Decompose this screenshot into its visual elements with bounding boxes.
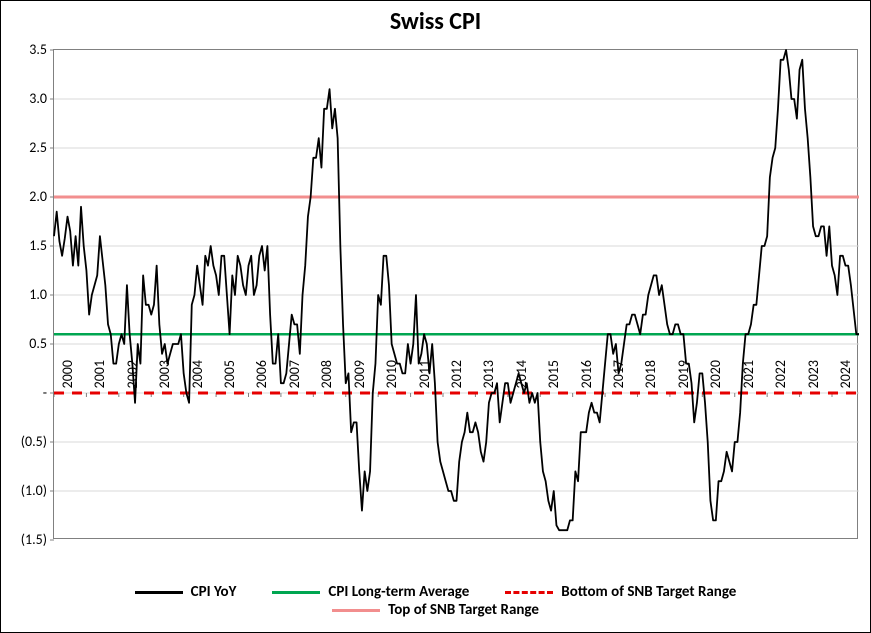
x-tick-label: 2010: [383, 360, 400, 400]
y-tick-label: (1.0): [1, 482, 47, 499]
x-tick-label: 2003: [156, 360, 173, 400]
y-tick-label: 2.5: [1, 139, 47, 156]
x-tick-label: 2020: [707, 360, 724, 400]
y-tick-label: 3.0: [1, 90, 47, 107]
x-tick-label: 2018: [642, 360, 659, 400]
x-tick-label: 2008: [318, 360, 335, 400]
x-tick-label: 2012: [448, 360, 465, 400]
legend-swatch: [135, 591, 183, 594]
legend-label: CPI Long-term Average: [328, 583, 469, 601]
x-tick-label: 2004: [189, 360, 206, 400]
legend-item-top-target: Top of SNB Target Range: [332, 601, 539, 619]
y-tick-label: 0.5: [1, 335, 47, 352]
legend-swatch: [505, 591, 553, 594]
legend: CPI YoY CPI Long-term Average Bottom of SN…: [1, 583, 870, 619]
x-tick-label: 2021: [740, 360, 757, 400]
x-tick-label: 2024: [837, 360, 854, 400]
legend-item-long-term-avg: CPI Long-term Average: [272, 583, 469, 601]
legend-item-cpi-yoy: CPI YoY: [135, 583, 237, 601]
chart-title: Swiss CPI: [1, 7, 870, 36]
x-tick-label: 2007: [286, 360, 303, 400]
chart-svg: [54, 50, 859, 540]
x-tick-label: 2013: [480, 360, 497, 400]
legend-swatch: [332, 609, 380, 612]
y-tick-label: 3.5: [1, 41, 47, 58]
x-tick-label: 2001: [91, 360, 108, 400]
x-tick-label: 2016: [578, 360, 595, 400]
x-tick-label: 2009: [351, 360, 368, 400]
legend-item-bottom-target: Bottom of SNB Target Range: [505, 583, 736, 601]
y-tick-label: (1.5): [1, 531, 47, 548]
plot-area: [53, 49, 858, 539]
x-tick-label: 2019: [675, 360, 692, 400]
legend-label: Top of SNB Target Range: [388, 601, 539, 619]
x-tick-label: 2015: [545, 360, 562, 400]
x-tick-label: 2005: [221, 360, 238, 400]
legend-swatch: [272, 591, 320, 594]
y-tick-label: -: [1, 384, 47, 401]
x-tick-label: 2014: [513, 360, 530, 400]
chart-frame: Swiss CPI (1.5) (1.0) (0.5) - 0.5 1.0 1.5 2.0 2.…: [0, 0, 871, 633]
y-tick-label: 1.0: [1, 286, 47, 303]
y-tick-label: (0.5): [1, 433, 47, 450]
x-tick-label: 2011: [416, 360, 433, 400]
legend-label: Bottom of SNB Target Range: [561, 583, 736, 601]
x-tick-label: 2017: [610, 360, 627, 400]
x-tick-label: 2002: [124, 360, 141, 400]
x-tick-label: 2023: [805, 360, 822, 400]
y-tick-label: 2.0: [1, 188, 47, 205]
x-tick-label: 2000: [59, 360, 76, 400]
x-tick-label: 2006: [253, 360, 270, 400]
y-tick-label: 1.5: [1, 237, 47, 254]
x-tick-label: 2022: [772, 360, 789, 400]
legend-label: CPI YoY: [191, 583, 237, 601]
